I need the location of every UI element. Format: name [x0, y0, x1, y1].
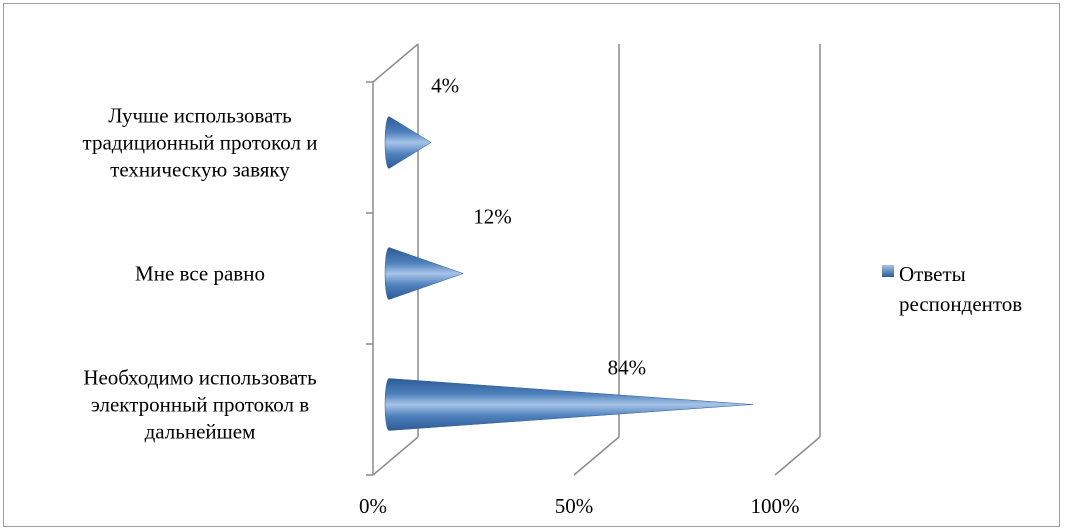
cone-bar: [384, 116, 432, 169]
floor-diagonal: [774, 436, 821, 476]
x-tick-label: 100%: [751, 494, 800, 518]
category-label: Мне все равно: [135, 262, 265, 286]
data-label: 12%: [473, 205, 512, 229]
x-tick-label: 0%: [359, 494, 387, 518]
x-tick-label: 50%: [555, 494, 594, 518]
category-label: дальнейшем: [145, 420, 256, 444]
legend-swatch: [882, 265, 894, 277]
legend-label: респондентов: [899, 292, 1022, 316]
category-label: техническую завяку: [110, 158, 290, 182]
legend-label: Ответы: [899, 262, 966, 286]
floor-diagonal: [573, 436, 620, 476]
wall-top-diagonal: [372, 43, 419, 83]
category-label: традиционный протокол и: [83, 131, 318, 155]
category-label: Лучше использовать: [108, 104, 291, 128]
cone-bar: [384, 378, 753, 431]
category-label: электронный протокол в: [91, 393, 309, 417]
floor-diagonal: [372, 436, 419, 476]
category-label: Необходимо использовать: [83, 366, 316, 390]
cone-bar: [384, 247, 464, 300]
data-label: 84%: [608, 356, 647, 380]
data-label: 4%: [431, 74, 459, 98]
